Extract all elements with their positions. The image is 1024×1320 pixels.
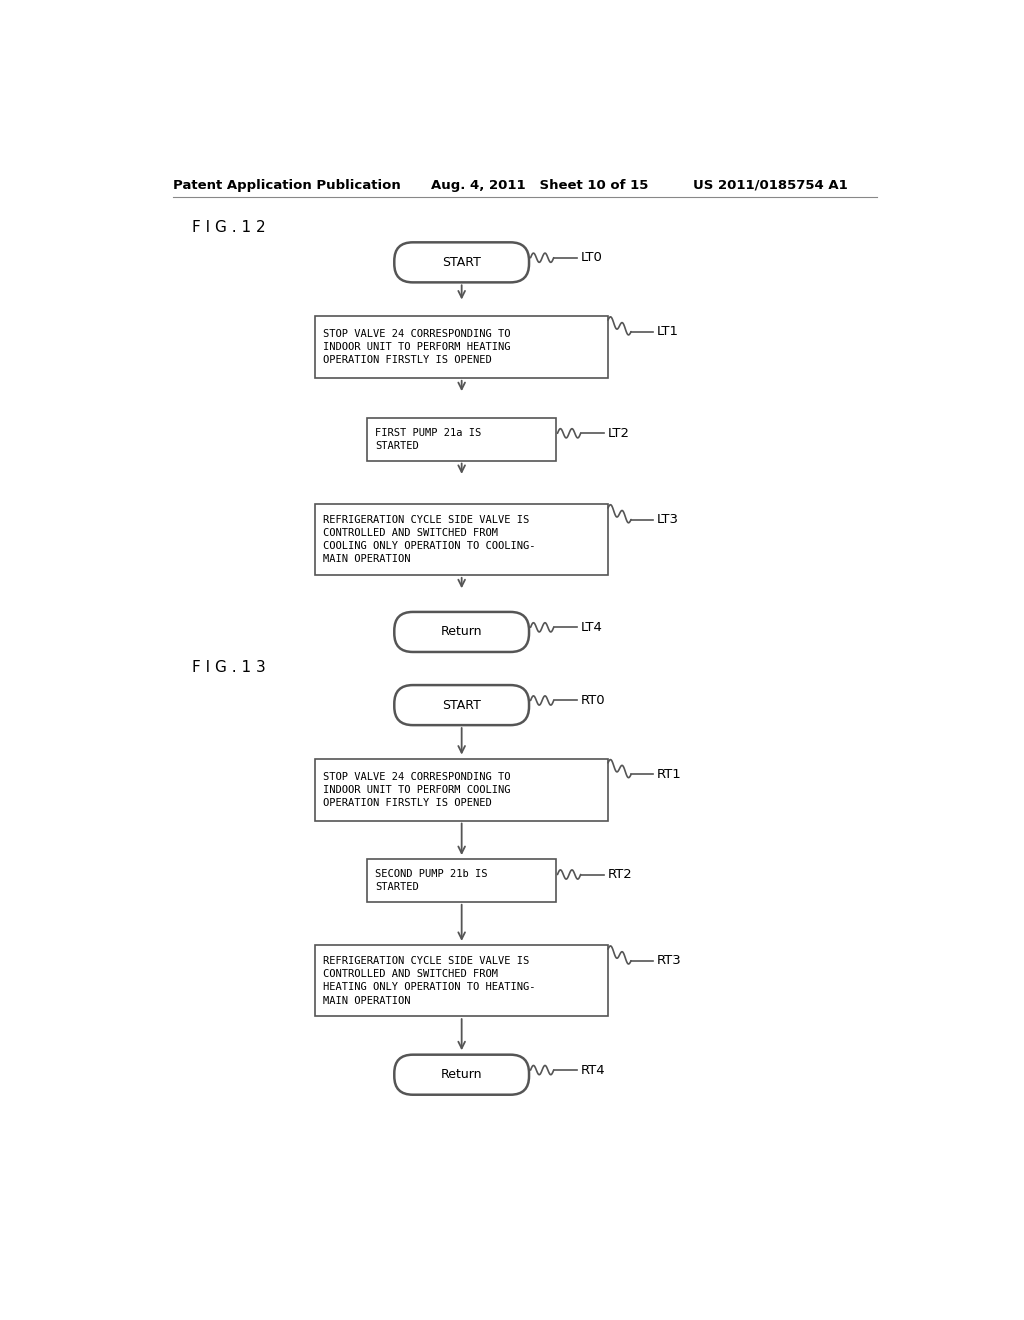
Text: STOP VALVE 24 CORRESPONDING TO
INDOOR UNIT TO PERFORM HEATING
OPERATION FIRSTLY : STOP VALVE 24 CORRESPONDING TO INDOOR UN… bbox=[323, 329, 511, 366]
Text: Return: Return bbox=[441, 1068, 482, 1081]
Text: REFRIGERATION CYCLE SIDE VALVE IS
CONTROLLED AND SWITCHED FROM
COOLING ONLY OPER: REFRIGERATION CYCLE SIDE VALVE IS CONTRO… bbox=[323, 515, 536, 565]
FancyBboxPatch shape bbox=[394, 1055, 529, 1094]
Bar bbox=[315, 504, 608, 576]
FancyBboxPatch shape bbox=[394, 612, 529, 652]
Text: Aug. 4, 2011   Sheet 10 of 15: Aug. 4, 2011 Sheet 10 of 15 bbox=[431, 178, 648, 191]
Text: RT3: RT3 bbox=[656, 954, 681, 968]
Text: LT1: LT1 bbox=[656, 325, 679, 338]
Bar bbox=[315, 945, 608, 1016]
Text: REFRIGERATION CYCLE SIDE VALVE IS
CONTROLLED AND SWITCHED FROM
HEATING ONLY OPER: REFRIGERATION CYCLE SIDE VALVE IS CONTRO… bbox=[323, 956, 536, 1006]
Text: RT4: RT4 bbox=[581, 1064, 605, 1077]
FancyBboxPatch shape bbox=[394, 243, 529, 282]
Text: LT0: LT0 bbox=[581, 251, 602, 264]
Text: LT3: LT3 bbox=[656, 513, 679, 527]
Text: F I G . 1 3: F I G . 1 3 bbox=[193, 660, 266, 676]
Text: FIRST PUMP 21a IS
STARTED: FIRST PUMP 21a IS STARTED bbox=[375, 428, 481, 451]
Text: START: START bbox=[442, 256, 481, 269]
Text: STOP VALVE 24 CORRESPONDING TO
INDOOR UNIT TO PERFORM COOLING
OPERATION FIRSTLY : STOP VALVE 24 CORRESPONDING TO INDOOR UN… bbox=[323, 772, 511, 808]
Text: F I G . 1 2: F I G . 1 2 bbox=[193, 220, 266, 235]
Bar bbox=[315, 759, 608, 821]
Text: START: START bbox=[442, 698, 481, 711]
Bar bbox=[368, 859, 556, 902]
Text: Return: Return bbox=[441, 626, 482, 639]
FancyBboxPatch shape bbox=[394, 685, 529, 725]
Text: RT2: RT2 bbox=[607, 869, 633, 880]
Text: SECOND PUMP 21b IS
STARTED: SECOND PUMP 21b IS STARTED bbox=[375, 869, 487, 892]
Text: US 2011/0185754 A1: US 2011/0185754 A1 bbox=[692, 178, 848, 191]
Bar bbox=[315, 317, 608, 378]
Text: LT4: LT4 bbox=[581, 620, 602, 634]
Text: RT1: RT1 bbox=[656, 768, 681, 781]
Text: Patent Application Publication: Patent Application Publication bbox=[173, 178, 400, 191]
Bar bbox=[368, 418, 556, 461]
Text: LT2: LT2 bbox=[607, 426, 630, 440]
Text: RT0: RT0 bbox=[581, 694, 605, 708]
